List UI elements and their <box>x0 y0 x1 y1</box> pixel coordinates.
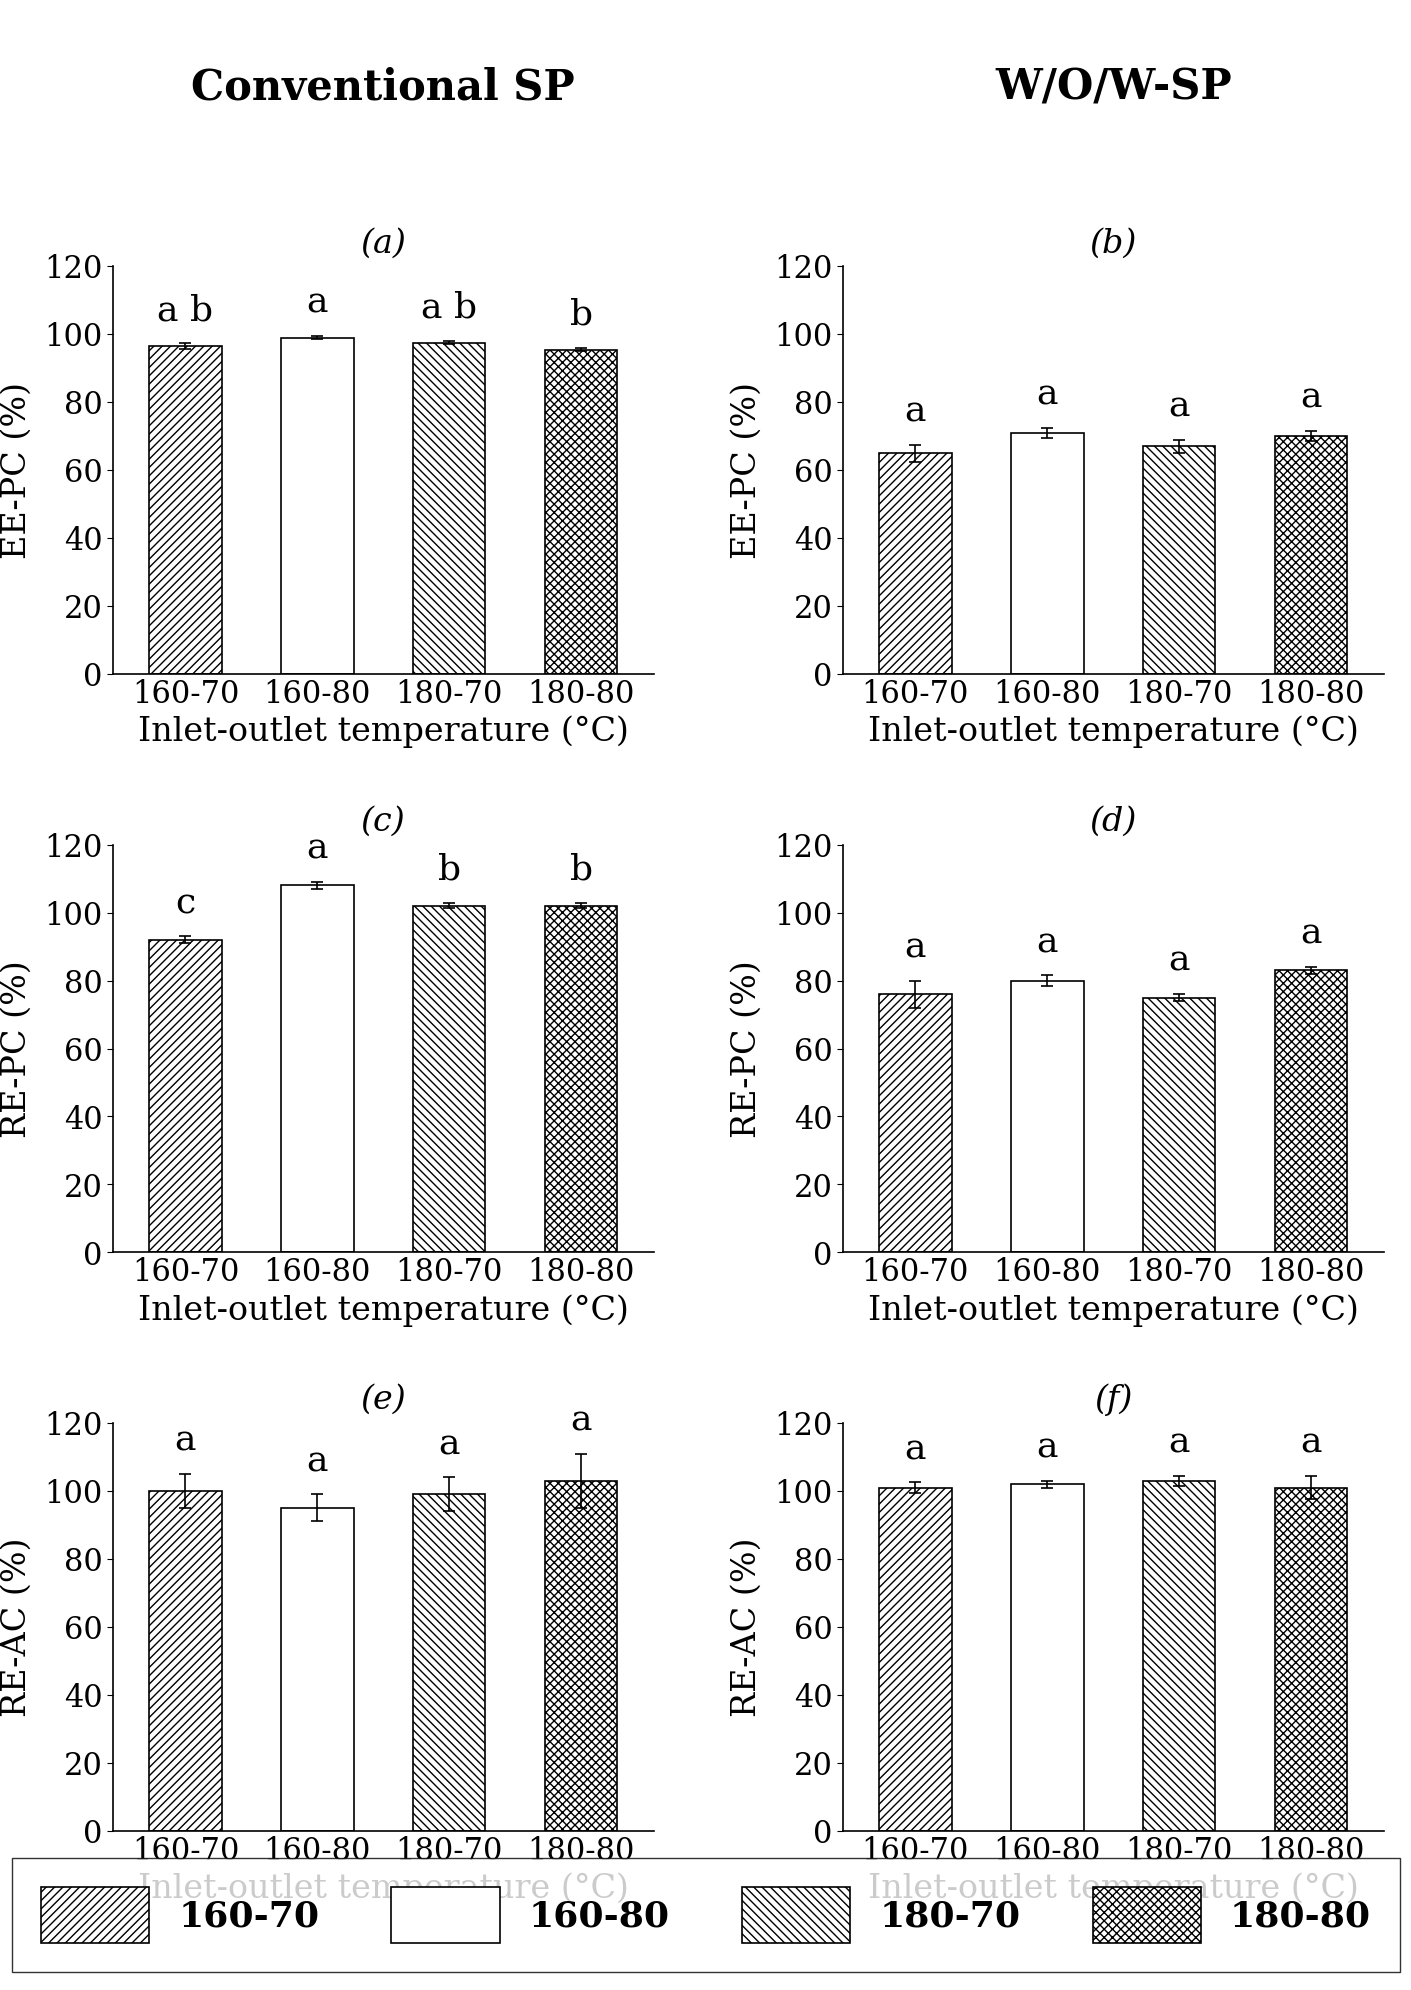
Text: a: a <box>1300 1425 1321 1459</box>
Text: a: a <box>306 1445 327 1479</box>
Bar <box>1010 1485 1082 1831</box>
Y-axis label: RE-PC (%): RE-PC (%) <box>1 959 32 1138</box>
Text: a: a <box>904 1433 926 1467</box>
Text: a: a <box>1300 917 1321 951</box>
Text: b: b <box>437 854 460 888</box>
Bar <box>545 905 617 1252</box>
Title: (c): (c) <box>361 806 405 838</box>
Bar <box>879 454 951 675</box>
Bar <box>1143 1481 1215 1831</box>
X-axis label: Inlet-outlet temperature (°C): Inlet-outlet temperature (°C) <box>868 716 1357 748</box>
Bar <box>150 346 222 675</box>
Text: a: a <box>306 832 327 866</box>
Bar <box>281 1508 353 1831</box>
Text: Conventional SP: Conventional SP <box>192 68 574 109</box>
Text: a: a <box>306 287 327 320</box>
Text: a: a <box>904 394 926 428</box>
Text: a: a <box>904 929 926 965</box>
Text: b: b <box>569 298 593 332</box>
Bar <box>1274 1489 1346 1831</box>
Bar <box>281 338 353 675</box>
X-axis label: Inlet-outlet temperature (°C): Inlet-outlet temperature (°C) <box>868 1873 1357 1904</box>
Bar <box>413 1494 485 1831</box>
X-axis label: Inlet-outlet temperature (°C): Inlet-outlet temperature (°C) <box>138 716 628 748</box>
Bar <box>1143 997 1215 1252</box>
Bar <box>281 886 353 1252</box>
Bar <box>879 995 951 1252</box>
Title: (e): (e) <box>360 1385 406 1417</box>
Text: W/O/W-SP: W/O/W-SP <box>995 68 1230 109</box>
Title: (b): (b) <box>1089 227 1136 259</box>
Text: a: a <box>570 1403 591 1437</box>
Bar <box>150 939 222 1252</box>
Text: a: a <box>175 1423 196 1457</box>
Text: a: a <box>1036 378 1057 412</box>
Bar <box>1274 971 1346 1252</box>
Y-axis label: RE-AC (%): RE-AC (%) <box>731 1536 762 1717</box>
Title: (a): (a) <box>360 227 406 259</box>
X-axis label: Inlet-outlet temperature (°C): Inlet-outlet temperature (°C) <box>138 1873 628 1904</box>
Text: a: a <box>439 1427 460 1461</box>
X-axis label: Inlet-outlet temperature (°C): Inlet-outlet temperature (°C) <box>868 1294 1357 1327</box>
Y-axis label: EE-PC (%): EE-PC (%) <box>1 382 32 559</box>
Title: (f): (f) <box>1094 1383 1132 1417</box>
X-axis label: Inlet-outlet temperature (°C): Inlet-outlet temperature (°C) <box>138 1294 628 1327</box>
Bar <box>879 1489 951 1831</box>
Text: a: a <box>1036 1431 1057 1465</box>
Text: c: c <box>175 886 196 919</box>
Bar <box>1010 434 1082 675</box>
Legend: 160-70, 160-80, 180-70, 180-80: 160-70, 160-80, 180-70, 180-80 <box>11 1859 1400 1972</box>
Bar <box>413 342 485 675</box>
Text: a: a <box>1168 943 1189 977</box>
Y-axis label: RE-PC (%): RE-PC (%) <box>731 959 762 1138</box>
Bar <box>545 1481 617 1831</box>
Text: a: a <box>1168 390 1189 424</box>
Bar <box>1143 446 1215 675</box>
Text: a: a <box>1036 925 1057 959</box>
Text: a b: a b <box>157 293 213 326</box>
Text: a: a <box>1168 1425 1189 1459</box>
Y-axis label: EE-PC (%): EE-PC (%) <box>731 382 762 559</box>
Bar <box>413 905 485 1252</box>
Bar <box>1274 436 1346 675</box>
Bar <box>545 350 617 675</box>
Bar <box>150 1491 222 1831</box>
Title: (d): (d) <box>1089 806 1136 838</box>
Y-axis label: RE-AC (%): RE-AC (%) <box>1 1536 32 1717</box>
Text: b: b <box>569 854 593 888</box>
Text: a b: a b <box>420 291 477 324</box>
Bar <box>1010 981 1082 1252</box>
Text: a: a <box>1300 380 1321 414</box>
